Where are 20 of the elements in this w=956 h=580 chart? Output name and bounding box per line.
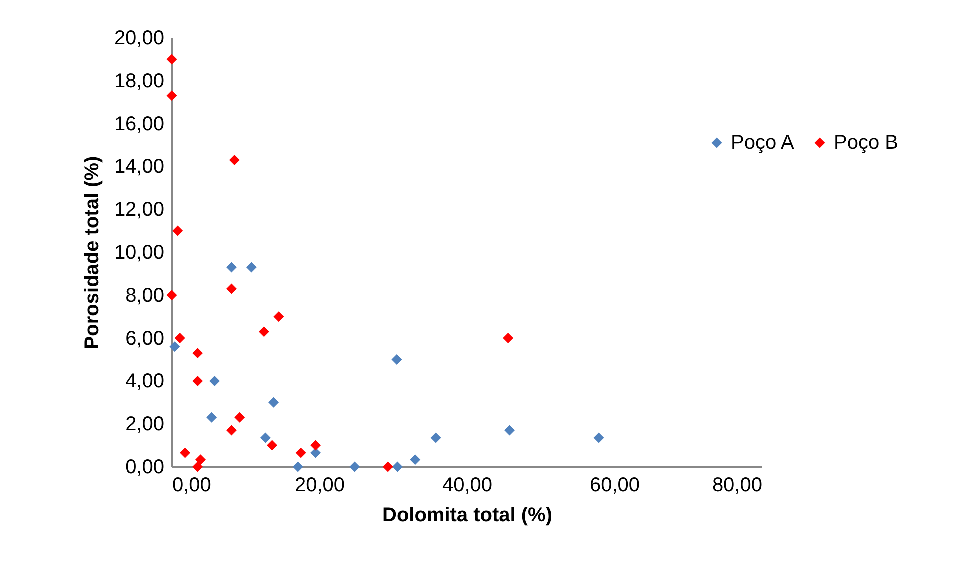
x-axis-title: Dolomita total (%) (382, 504, 552, 526)
y-tick-label: 8,00 (126, 284, 164, 307)
y-tick-label: 18,00 (114, 70, 164, 92)
y-tick-label: 14,00 (114, 156, 164, 178)
y-tick-label: 10,00 (114, 242, 164, 264)
y-tick-label: 20,00 (114, 28, 164, 50)
y-tick-label: 16,00 (114, 113, 164, 136)
legend-label: Poço B (834, 132, 898, 154)
y-tick-label: 12,00 (114, 199, 164, 222)
legend-label: Poço A (731, 132, 796, 154)
x-tick-label: 60,00 (590, 474, 640, 496)
y-tick-label: 2,00 (126, 414, 164, 436)
x-tick-label: 20,00 (294, 474, 346, 496)
y-tick-label: 6,00 (126, 328, 164, 350)
y-tick-label: 0,00 (126, 456, 164, 478)
x-tick-label: 80,00 (712, 474, 762, 496)
x-tick-label: 0,00 (172, 474, 212, 496)
y-axis-title: Porosidade total (%) (81, 156, 104, 350)
y-tick-label: 4,00 (126, 370, 164, 393)
x-tick-label: 40,00 (442, 474, 493, 496)
